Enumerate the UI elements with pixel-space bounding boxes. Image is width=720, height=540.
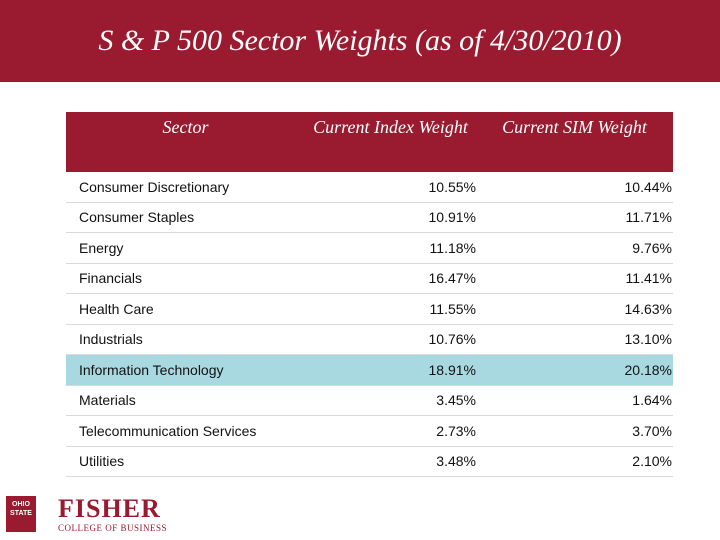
- weight-cell: 10.76%: [305, 324, 476, 355]
- table-row: Energy 11.18% 9.76%: [66, 232, 673, 264]
- slide-title: S & P 500 Sector Weights (as of 4/30/201…: [98, 24, 622, 57]
- table-row: Health Care 11.55% 14.63%: [66, 293, 673, 325]
- weight-cell: 3.45%: [305, 385, 476, 416]
- weight-cell: 16.47%: [305, 263, 476, 294]
- sector-cell: Telecommunication Services: [66, 415, 305, 447]
- column-header: Sector: [66, 112, 305, 172]
- logo: OHIO STATE FISHER COLLEGE OF BUSINESS: [6, 494, 167, 534]
- weight-cell: 18.91%: [305, 354, 476, 386]
- table-row: Financials 16.47% 11.41%: [66, 263, 673, 294]
- column-header: Current Index Weight: [305, 112, 476, 172]
- weight-cell: 3.70%: [476, 415, 673, 447]
- table-row: Consumer Discretionary 10.55% 10.44%: [66, 172, 673, 203]
- table-body: Consumer Discretionary 10.55% 10.44% Consum…: [66, 172, 673, 477]
- table-row: Information Technology 18.91% 20.18%: [66, 354, 673, 386]
- weight-cell: 11.18%: [305, 232, 476, 264]
- sector-cell: Consumer Staples: [66, 202, 305, 233]
- logo-name: FISHER: [58, 494, 161, 523]
- sector-cell: Financials: [66, 263, 305, 294]
- sector-cell: Consumer Discretionary: [66, 172, 305, 203]
- weight-cell: 10.44%: [476, 172, 673, 203]
- sector-cell: Utilities: [66, 446, 305, 477]
- weight-cell: 10.55%: [305, 172, 476, 203]
- logo-seal: OHIO STATE: [6, 496, 36, 532]
- sector-cell: Information Technology: [66, 354, 305, 386]
- weight-cell: 11.55%: [305, 293, 476, 325]
- table-row: Telecommunication Services 2.73% 3.70%: [66, 415, 673, 447]
- weight-cell: 20.18%: [476, 354, 673, 386]
- weight-cell: 13.10%: [476, 324, 673, 355]
- weight-cell: 3.48%: [305, 446, 476, 477]
- table-row: Materials 3.45% 1.64%: [66, 385, 673, 416]
- weight-cell: 14.63%: [476, 293, 673, 325]
- sector-cell: Industrials: [66, 324, 305, 355]
- sector-cell: Materials: [66, 385, 305, 416]
- weight-cell: 2.73%: [305, 415, 476, 447]
- weight-cell: 9.76%: [476, 232, 673, 264]
- sector-table: Sector Current Index Weight Current SIM We…: [66, 112, 673, 477]
- table-row: Industrials 10.76% 13.10%: [66, 324, 673, 355]
- table-row: Consumer Staples 10.91% 11.71%: [66, 202, 673, 233]
- sector-cell: Health Care: [66, 293, 305, 325]
- header-row: Sector Current Index Weight Current SIM We…: [66, 112, 673, 172]
- weight-cell: 11.41%: [476, 263, 673, 294]
- weight-cell: 10.91%: [305, 202, 476, 233]
- table-row: Utilities 3.48% 2.10%: [66, 446, 673, 477]
- sector-cell: Energy: [66, 232, 305, 264]
- weight-cell: 2.10%: [476, 446, 673, 477]
- logo-subtitle: COLLEGE OF BUSINESS: [58, 523, 168, 533]
- column-header: Current SIM Weight: [476, 112, 673, 172]
- title-banner: [0, 0, 720, 82]
- weight-cell: 1.64%: [476, 385, 673, 416]
- weight-cell: 11.71%: [476, 202, 673, 233]
